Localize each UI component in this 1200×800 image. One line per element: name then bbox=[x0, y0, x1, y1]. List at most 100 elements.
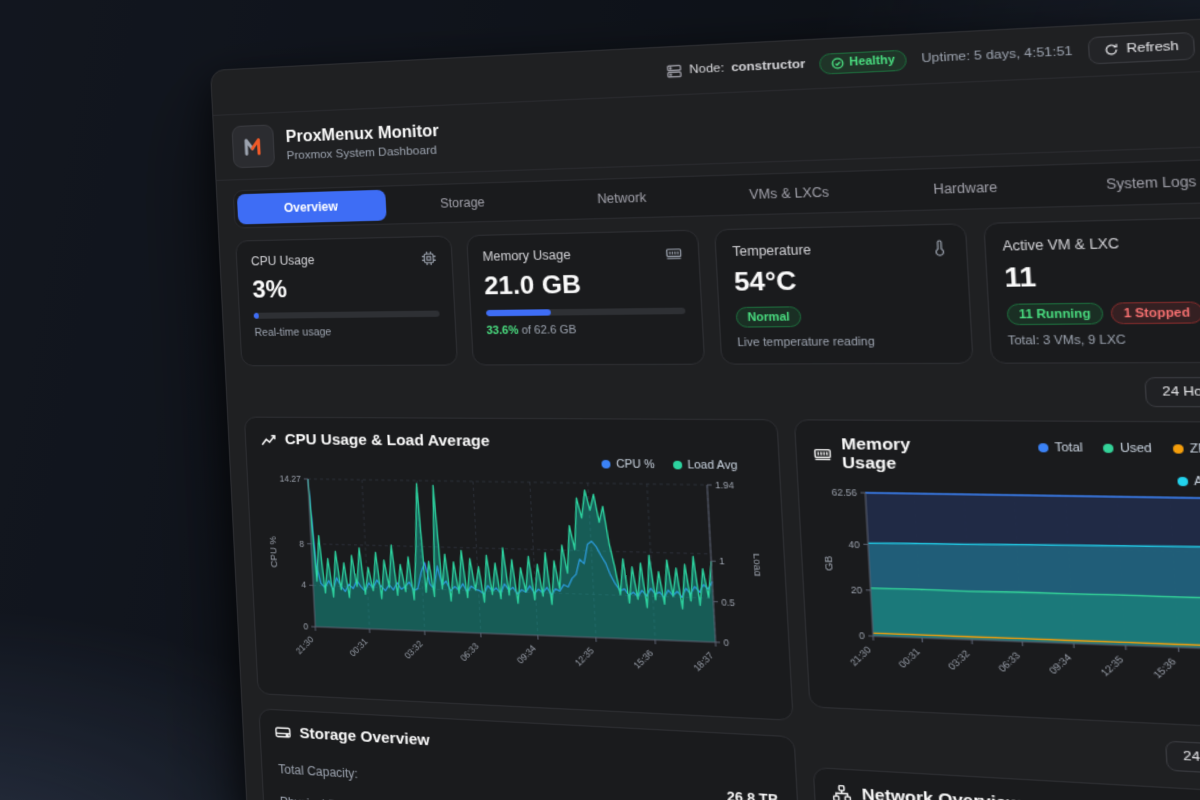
svg-text:15:36: 15:36 bbox=[1151, 655, 1180, 681]
tab-overview[interactable]: Overview bbox=[236, 189, 387, 225]
refresh-button[interactable]: Refresh bbox=[1087, 31, 1196, 65]
time-range-select-2[interactable]: 24 Hours bbox=[1165, 740, 1200, 778]
svg-text:40: 40 bbox=[848, 538, 860, 549]
dashboard-window: Node: constructor Healthy Uptime: 5 days… bbox=[210, 15, 1200, 800]
svg-text:03:32: 03:32 bbox=[402, 638, 425, 661]
svg-text:0: 0 bbox=[303, 621, 309, 631]
legend-dot bbox=[1176, 476, 1188, 487]
memory-chart-title: Memory Usage bbox=[840, 434, 911, 474]
svg-text:00:31: 00:31 bbox=[896, 645, 923, 670]
legend-item: Used bbox=[1103, 441, 1152, 456]
memory-progress-fill bbox=[485, 309, 552, 317]
svg-text:00:31: 00:31 bbox=[347, 636, 370, 659]
svg-text:09:34: 09:34 bbox=[515, 642, 539, 665]
memory-stick-icon bbox=[813, 444, 833, 463]
charts-grid: CPU Usage & Load Average CPU % Load Avg 0… bbox=[243, 416, 1200, 800]
memory-detail: of 62.6 GB bbox=[518, 323, 577, 337]
svg-text:12:35: 12:35 bbox=[572, 645, 596, 668]
memory-percent: 33.6% bbox=[486, 324, 519, 338]
storage-capacity-label: Total Capacity: bbox=[277, 762, 359, 782]
time-range-row: 24 Hours bbox=[242, 376, 1200, 408]
legend-item: CPU % bbox=[601, 458, 655, 471]
legend-dot bbox=[1103, 443, 1114, 454]
tab-storage[interactable]: Storage bbox=[439, 194, 486, 211]
server-icon bbox=[665, 62, 683, 79]
proxmenux-m-icon bbox=[241, 134, 266, 159]
trend-line-icon bbox=[259, 431, 277, 448]
legend-dot bbox=[601, 459, 611, 469]
svg-text:06:33: 06:33 bbox=[458, 640, 481, 663]
memory-usage-value: 21.0 GB bbox=[483, 270, 582, 301]
svg-text:21:30: 21:30 bbox=[294, 634, 316, 656]
temperature-card-title: Temperature bbox=[732, 242, 812, 260]
node-prefix: Node: bbox=[688, 61, 725, 77]
health-badge: Healthy bbox=[819, 48, 908, 75]
app-header-text: ProxMenux Monitor Proxmox System Dashboa… bbox=[285, 122, 440, 162]
cpu-load-chart: 0 4 8 14.27 0 0.5 1 1.94 21:30 00:31 03:32 06:33 09:… bbox=[267, 473, 765, 674]
vm-card-subtitle: Total: 3 VMs, 9 LXC bbox=[1007, 333, 1127, 348]
svg-text:0: 0 bbox=[723, 637, 729, 648]
cpu-progress-fill bbox=[253, 312, 260, 319]
uptime-label: Uptime: 5 days, 4:51:51 bbox=[921, 44, 1074, 66]
svg-text:1: 1 bbox=[719, 556, 725, 567]
svg-text:62.56: 62.56 bbox=[832, 487, 858, 499]
svg-text:12:35: 12:35 bbox=[1098, 653, 1126, 678]
legend-item: ZFS ARC bbox=[1172, 442, 1200, 457]
health-label: Healthy bbox=[848, 53, 896, 69]
left-column: CPU Usage & Load Average CPU % Load Avg 0… bbox=[243, 416, 804, 800]
time-range-select[interactable]: 24 Hours bbox=[1144, 376, 1200, 408]
time-range-label-2: 24 Hours bbox=[1182, 749, 1200, 767]
memory-progress-track bbox=[485, 307, 686, 317]
storage-overview-title: Storage Overview bbox=[299, 724, 431, 750]
tab-network[interactable]: Network bbox=[596, 190, 647, 207]
svg-text:Load: Load bbox=[751, 553, 765, 576]
cpu-card-subtitle: Real-time usage bbox=[254, 326, 332, 339]
network-overview-card: Network Overview Active Interfaces: 2 bbox=[812, 766, 1200, 800]
memory-usage-card: Memory Usage 21.0 GB 33.6% of 62.6 GB bbox=[465, 229, 706, 366]
svg-text:03:32: 03:32 bbox=[946, 647, 973, 672]
temperature-card: Temperature 54°C Normal Live temperature… bbox=[714, 223, 974, 365]
svg-text:0.5: 0.5 bbox=[721, 596, 736, 607]
time-range-label: 24 Hours bbox=[1162, 385, 1200, 400]
active-vm-lxc-card: Active VM & LXC 11 11 Running 1 Stopped … bbox=[982, 216, 1200, 364]
legend-dot bbox=[672, 460, 683, 470]
svg-text:1.94: 1.94 bbox=[715, 479, 735, 490]
stats-row: CPU Usage 3% Real-time usage Memory Usag… bbox=[235, 216, 1200, 367]
svg-text:14.27: 14.27 bbox=[279, 473, 301, 484]
cpu-usage-value: 3% bbox=[251, 275, 288, 304]
cpu-progress-track bbox=[253, 310, 440, 319]
cpu-chart-title: CPU Usage & Load Average bbox=[284, 430, 491, 451]
memory-chart-legend: Total Used ZFS ARC Available bbox=[970, 440, 1200, 489]
storage-overview-card: Storage Overview Total Capacity: 26.8 TB… bbox=[258, 708, 803, 800]
refresh-icon bbox=[1103, 43, 1119, 57]
cpu-usage-card: CPU Usage 3% Real-time usage bbox=[235, 235, 458, 367]
tab-vms-lxcs[interactable]: VMs & LXCs bbox=[749, 184, 830, 203]
right-column: Memory Usage Total Used ZFS ARC Available 0… bbox=[794, 419, 1200, 800]
storage-capacity-value: 26.8 TB bbox=[726, 789, 779, 800]
svg-text:09:34: 09:34 bbox=[1047, 651, 1075, 676]
legend-item: Available bbox=[1176, 474, 1200, 489]
svg-text:8: 8 bbox=[299, 538, 305, 548]
cpu-chip-icon bbox=[420, 250, 437, 266]
memory-card-subtitle: 33.6% of 62.6 GB bbox=[486, 323, 686, 337]
vm-stopped-badge: 1 Stopped bbox=[1110, 301, 1200, 325]
temperature-card-subtitle: Live temperature reading bbox=[737, 335, 876, 350]
node-info: Node: constructor bbox=[665, 56, 806, 79]
legend-dot bbox=[1172, 444, 1184, 454]
app-logo bbox=[231, 124, 276, 169]
network-icon bbox=[831, 783, 852, 800]
network-overview-title: Network Overview bbox=[861, 785, 1022, 800]
cpu-load-chart-card: CPU Usage & Load Average CPU % Load Avg 0… bbox=[243, 416, 795, 721]
cpu-card-title: CPU Usage bbox=[250, 252, 315, 269]
svg-text:18:37: 18:37 bbox=[691, 650, 716, 674]
main-content: CPU Usage 3% Real-time usage Memory Usag… bbox=[219, 202, 1200, 800]
svg-text:0: 0 bbox=[859, 630, 866, 641]
memory-stick-icon bbox=[665, 245, 683, 261]
svg-text:GB: GB bbox=[821, 556, 835, 571]
svg-text:21:30: 21:30 bbox=[848, 644, 874, 668]
svg-text:20: 20 bbox=[851, 584, 863, 596]
temperature-value: 54°C bbox=[733, 266, 798, 298]
tab-hardware[interactable]: Hardware bbox=[932, 179, 998, 198]
tab-system-logs[interactable]: System Logs bbox=[1105, 173, 1197, 193]
